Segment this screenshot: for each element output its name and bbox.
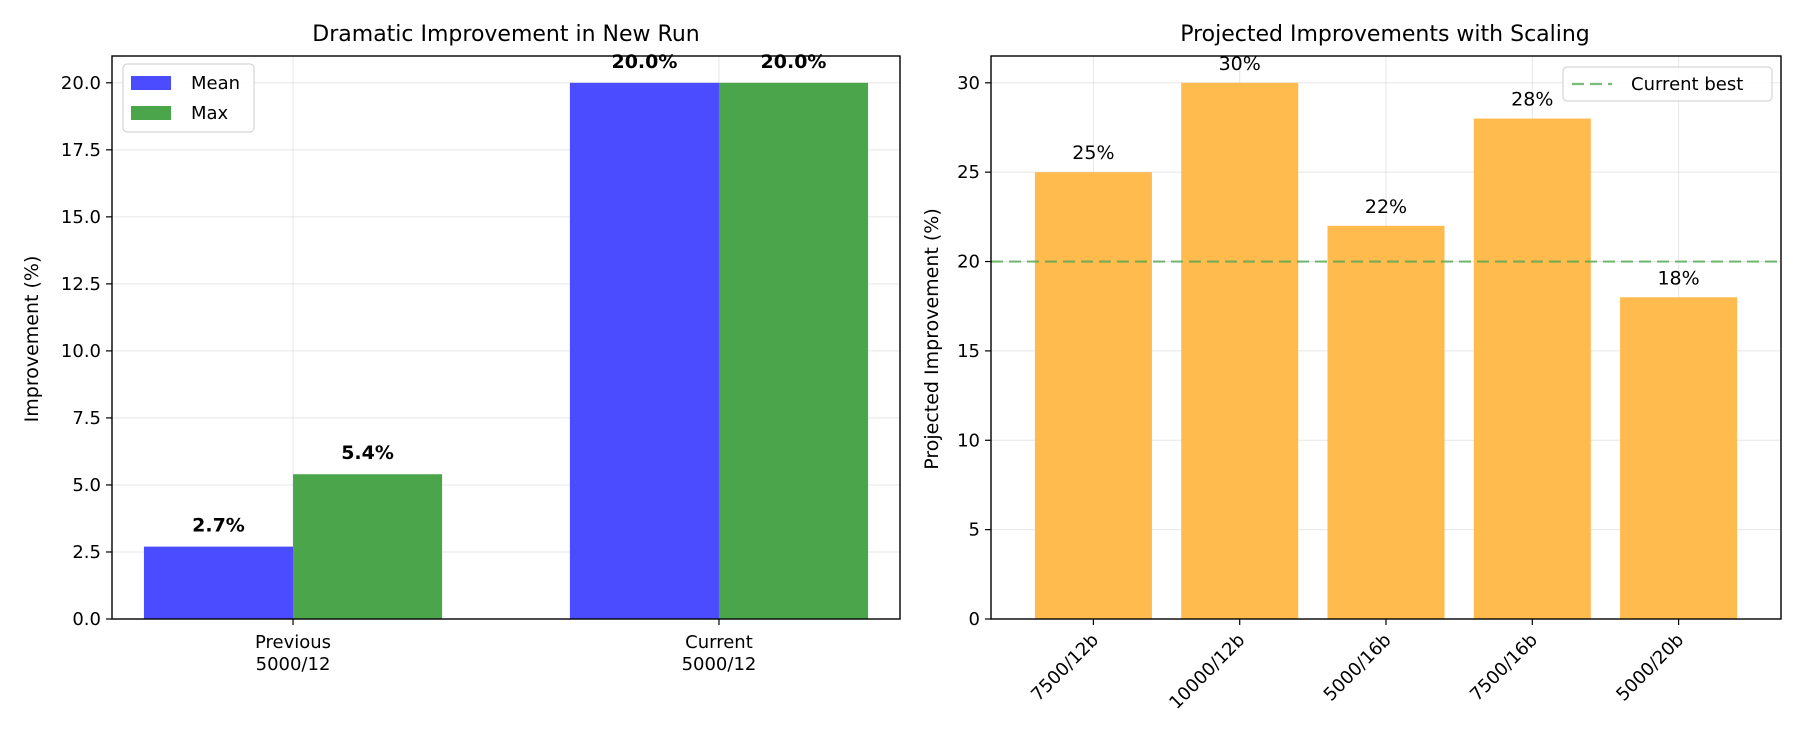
- y-tick-label: 7.5: [72, 408, 101, 429]
- x-tick-label: 10000/12b: [1165, 630, 1249, 714]
- chart-dramatic-improvement: Dramatic Improvement in New Run Improvem…: [21, 22, 901, 675]
- bar-value-label: 18%: [1657, 267, 1699, 289]
- bar-value-labels: 25% 30% 22% 28% 18%: [1072, 53, 1699, 289]
- bar-value-label: 22%: [1365, 196, 1407, 218]
- y-tick-label: 5.0: [72, 475, 101, 496]
- bar: [1034, 172, 1152, 619]
- y-tick-label: 2.5: [72, 542, 101, 563]
- bar-value-label: 28%: [1511, 89, 1553, 111]
- x-tick-label: 7500/16b: [1466, 630, 1542, 706]
- bar-value-label: 2.7%: [192, 515, 245, 537]
- x-tick-label: Previous: [255, 632, 331, 653]
- y-tick-label: 15.0: [61, 207, 101, 228]
- bar: [1620, 297, 1738, 619]
- legend-swatch-mean: [131, 76, 171, 90]
- x-tick-label: Current: [685, 632, 753, 653]
- bar-mean: [569, 82, 719, 620]
- bar-value-label: 5.4%: [341, 442, 394, 464]
- y-axis-label: Projected Improvement (%): [921, 208, 943, 470]
- y-tick-label: 0: [969, 609, 980, 630]
- bar-value-label: 20.0%: [611, 51, 677, 73]
- x-ticks: 7500/12b 10000/12b 5000/16b 7500/16b 5000/20…: [1027, 619, 1688, 714]
- y-tick-label: 25: [957, 162, 980, 183]
- y-tick-label: 30: [957, 73, 980, 94]
- x-tick-label: 5000/12: [682, 654, 757, 675]
- legend-label-max: Max: [191, 103, 229, 124]
- bar-value-label: 25%: [1072, 142, 1114, 164]
- y-axis-label: Improvement (%): [21, 256, 43, 423]
- y-ticks: 0 5 10 15 20 25 30: [957, 73, 991, 630]
- bar-max: [718, 82, 869, 620]
- legend-label-current-best: Current best: [1631, 74, 1743, 95]
- legend-swatch-max: [131, 106, 171, 120]
- y-tick-label: 17.5: [61, 140, 101, 161]
- x-tick-label: 5000/12: [256, 654, 331, 675]
- bar: [1181, 82, 1299, 620]
- legend-label-mean: Mean: [191, 73, 240, 94]
- legend: Mean Max: [122, 63, 255, 133]
- bar-value-label: 20.0%: [761, 51, 827, 73]
- bar: [1473, 118, 1591, 620]
- x-tick-label: 7500/12b: [1027, 630, 1103, 706]
- bar: [1327, 225, 1445, 620]
- bar-mean: [143, 546, 294, 619]
- bars: [143, 82, 869, 620]
- y-tick-label: 20.0: [61, 73, 101, 94]
- x-tick-label: 5000/16b: [1320, 630, 1396, 706]
- bars: [1034, 82, 1738, 620]
- y-ticks: 0.0 2.5 5.0 7.5 10.0 12.5 15.0 17.5 20.0: [61, 73, 112, 630]
- x-tick-label: 5000/20b: [1612, 630, 1688, 706]
- bar-max: [293, 474, 443, 619]
- y-tick-label: 10: [957, 430, 980, 451]
- bar-value-label: 30%: [1219, 53, 1261, 75]
- legend-box: [1562, 66, 1773, 102]
- y-tick-label: 12.5: [61, 274, 101, 295]
- y-tick-label: 10.0: [61, 341, 101, 362]
- legend: Current best: [1562, 66, 1773, 102]
- chart-title: Dramatic Improvement in New Run: [312, 22, 699, 47]
- y-tick-label: 0.0: [72, 609, 101, 630]
- plot-frame: [111, 55, 901, 620]
- y-tick-label: 20: [957, 252, 980, 273]
- chart-projected-improvements: Projected Improvements with Scaling Proj…: [921, 22, 1782, 714]
- chart-title: Projected Improvements with Scaling: [1180, 22, 1590, 47]
- y-tick-label: 15: [957, 341, 980, 362]
- y-tick-label: 5: [969, 520, 980, 541]
